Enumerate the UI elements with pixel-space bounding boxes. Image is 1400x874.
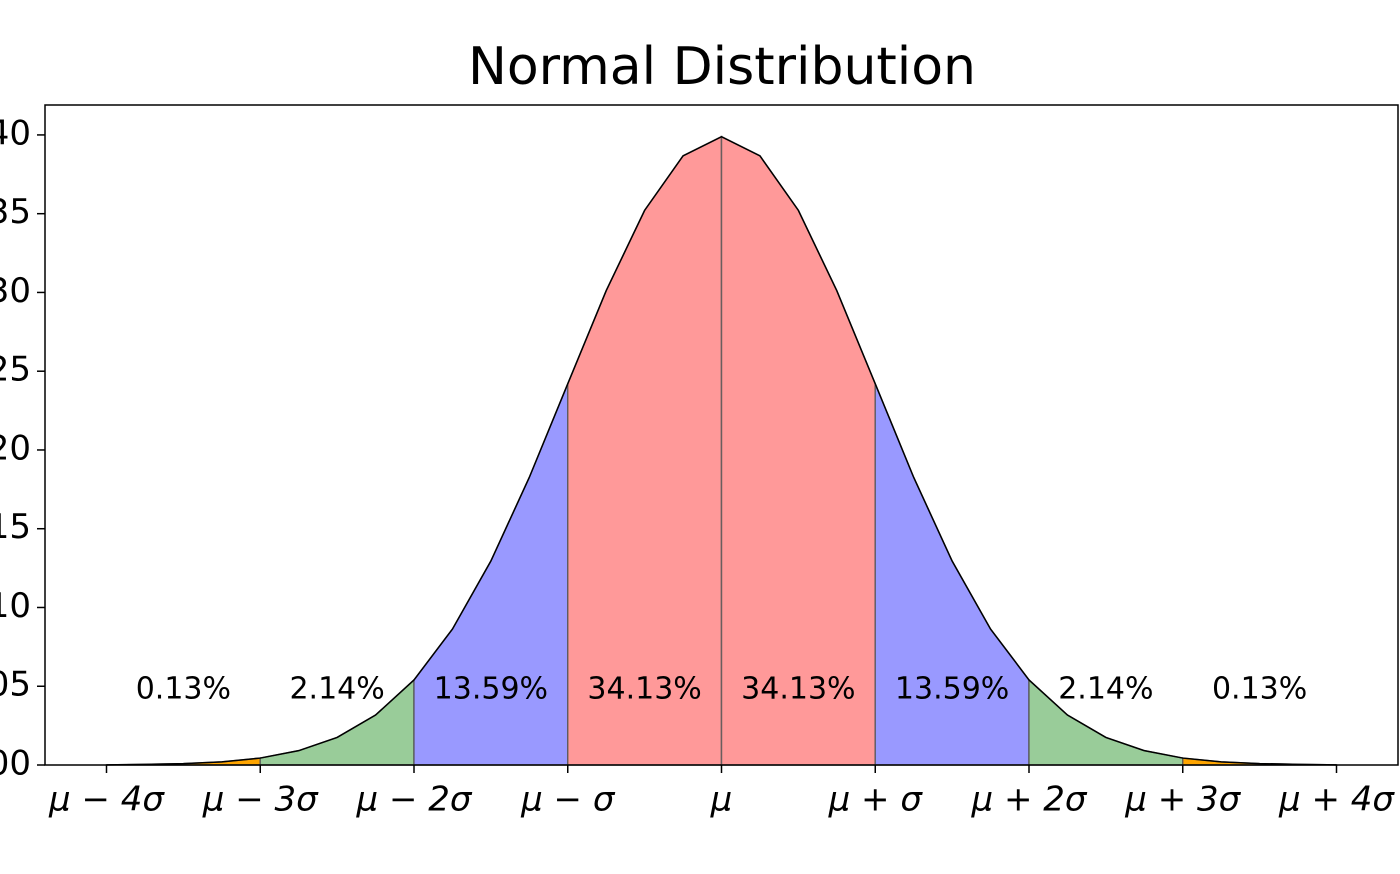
curve — [106, 135, 1337, 766]
y-tick-label: 0.35 — [0, 192, 31, 232]
region-label: 13.59% — [434, 672, 548, 707]
y-tick-label: 0.15 — [0, 507, 31, 547]
y-tick-label: 0.25 — [0, 350, 31, 390]
x-tick-label: μ — [710, 780, 733, 820]
region-label: 34.13% — [741, 672, 855, 707]
region-label: 0.13% — [136, 672, 231, 707]
region-label: 13.59% — [895, 672, 1009, 707]
region-label: 0.13% — [1212, 672, 1307, 707]
x-tick-label: μ + 2σ — [971, 780, 1088, 820]
y-tick-label: 0.10 — [0, 586, 31, 626]
x-tick-label: μ − 4σ — [48, 780, 165, 820]
x-tick-label: μ − 3σ — [202, 780, 319, 820]
region-label: 2.14% — [1058, 672, 1153, 707]
x-tick-label: μ − 2σ — [356, 780, 473, 820]
region-label: 2.14% — [289, 672, 384, 707]
y-tick-label: 0.40 — [0, 113, 31, 153]
x-tick-label: μ + σ — [828, 780, 924, 820]
x-tick-label: μ − σ — [520, 780, 616, 820]
y-tick-label: 0.00 — [0, 744, 31, 784]
y-tick-label: 0.30 — [0, 271, 31, 311]
x-tick-label: μ + 4σ — [1278, 780, 1395, 820]
x-tick-label: μ + 3σ — [1124, 780, 1241, 820]
chart-title: Normal Distribution — [468, 37, 976, 97]
y-tick-label: 0.05 — [0, 665, 31, 705]
y-tick-label: 0.20 — [0, 428, 31, 468]
region-label: 34.13% — [587, 672, 701, 707]
